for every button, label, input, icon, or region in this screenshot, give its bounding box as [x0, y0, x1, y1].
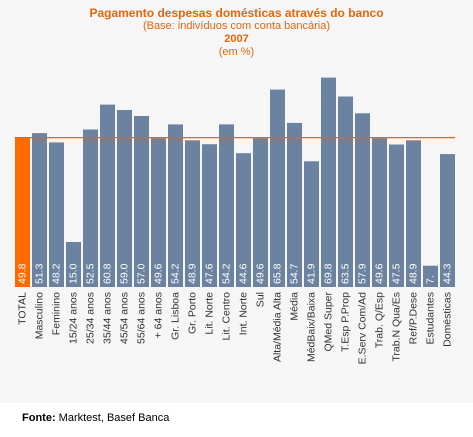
data-label: 48.9 — [187, 263, 199, 284]
bar — [117, 110, 132, 287]
data-label: 54.2 — [221, 263, 233, 284]
bar — [83, 129, 98, 287]
category-label: Estudantes — [425, 292, 437, 345]
bar — [134, 116, 149, 287]
data-label: 41.9 — [306, 263, 318, 284]
category-label: E.Serv Com/Ad — [357, 292, 369, 365]
bar — [355, 113, 370, 287]
data-label: 48.9 — [408, 263, 420, 284]
category-label: Trab. Q/Esp — [374, 292, 386, 348]
bar — [321, 77, 336, 287]
category-label: 15/24 anos — [68, 292, 80, 344]
bar — [236, 153, 251, 287]
data-label: 49.6 — [255, 263, 267, 284]
data-label: 44.6 — [238, 263, 250, 284]
category-label: 55/64 anos — [136, 292, 148, 344]
data-label: 57.0 — [136, 263, 148, 284]
category-label: Domésticas — [442, 292, 454, 347]
footer-source: Fonte: Marktest, Basef Banca — [22, 412, 169, 424]
chart-title: Pagamento despesas domésticas através do… — [89, 6, 384, 20]
category-label: + 64 anos — [153, 292, 165, 338]
data-label: 59.0 — [119, 263, 131, 284]
category-label: Trab.N Qua/Es — [391, 292, 403, 362]
category-label: Sul — [255, 292, 267, 307]
category-label: Média — [289, 292, 301, 321]
data-label: 49.8 — [17, 263, 29, 284]
category-label: Ref/P.Dese — [408, 292, 420, 344]
category-label: Alta/Média Alta — [272, 292, 284, 362]
bar — [66, 242, 81, 287]
category-label: 25/34 anos — [85, 292, 97, 344]
data-label: 54.2 — [170, 263, 182, 284]
category-label: TOTAL — [17, 292, 29, 325]
chart-year: 2007 — [224, 33, 249, 45]
bar — [406, 140, 421, 287]
data-label: 63.5 — [340, 263, 352, 284]
category-label: MédBaix/Baixa — [306, 292, 318, 362]
category-label: Masculino — [34, 292, 46, 339]
bar — [168, 124, 183, 288]
data-label: 54.7 — [289, 263, 301, 284]
bar — [15, 137, 30, 287]
data-label: 15.0 — [68, 263, 80, 284]
bar — [372, 138, 387, 287]
data-label: 44.3 — [442, 263, 454, 284]
bar — [338, 96, 353, 287]
bar — [202, 144, 217, 287]
category-label: T.Esp P.Prop — [340, 292, 352, 352]
bar — [304, 161, 319, 287]
bar — [32, 133, 47, 287]
category-label: Gr. Porto — [187, 292, 199, 334]
bar — [389, 144, 404, 287]
data-label: 47.5 — [391, 263, 403, 284]
data-label: 57.9 — [357, 263, 369, 284]
bar — [100, 104, 115, 287]
category-label: Gr. Lisboa — [170, 292, 182, 340]
data-label: 48.2 — [51, 263, 63, 284]
category-label: 35/44 anos — [102, 292, 114, 344]
category-label: Feminino — [51, 292, 63, 335]
bar — [440, 154, 455, 287]
category-label: Lit. Centro — [221, 292, 233, 341]
source-label: Fonte: — [22, 412, 56, 424]
data-label: 7. — [425, 275, 437, 284]
bar — [270, 89, 285, 287]
bar — [151, 138, 166, 287]
data-label: 51.3 — [34, 263, 46, 284]
category-label: Int. Norte — [238, 292, 250, 335]
data-label: 65.8 — [272, 263, 284, 284]
category-label: Lit. Norte — [204, 292, 216, 335]
bar — [287, 122, 302, 288]
bar-chart-plot: 49.8 TOTAL 51.3 Masculino 48.2 Feminino 15.0 15… — [15, 77, 455, 365]
data-label: 60.8 — [102, 263, 114, 284]
data-label: 47.6 — [204, 263, 216, 284]
data-label: 52.5 — [85, 263, 97, 284]
chart-panel: Pagamento despesas domésticas através do… — [15, 6, 455, 365]
chart-unit: (em %) — [218, 46, 255, 58]
bar — [253, 138, 268, 287]
source-text: Marktest, Basef Banca — [58, 412, 170, 424]
category-label: 45/54 anos — [119, 292, 131, 344]
category-label: QMed Super — [323, 291, 335, 351]
data-label: 49.6 — [153, 263, 165, 284]
bar — [219, 124, 234, 288]
bar — [423, 265, 438, 287]
bar — [49, 142, 64, 287]
chart-subtitle: (Base: indivíduos com conta bancária) — [142, 20, 331, 32]
data-label: 69.8 — [323, 263, 335, 284]
data-label: 49.6 — [374, 263, 386, 284]
bar — [185, 140, 200, 287]
